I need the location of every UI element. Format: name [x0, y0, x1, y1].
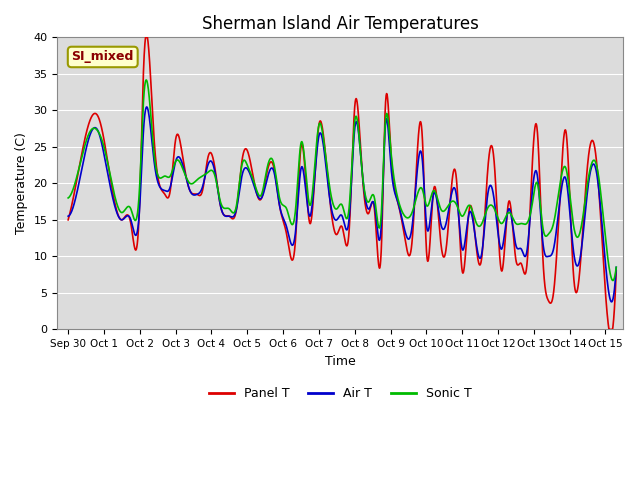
Text: SI_mixed: SI_mixed: [72, 50, 134, 63]
Legend: Panel T, Air T, Sonic T: Panel T, Air T, Sonic T: [204, 382, 477, 405]
X-axis label: Time: Time: [325, 355, 356, 368]
Y-axis label: Temperature (C): Temperature (C): [15, 132, 28, 234]
Title: Sherman Island Air Temperatures: Sherman Island Air Temperatures: [202, 15, 479, 33]
